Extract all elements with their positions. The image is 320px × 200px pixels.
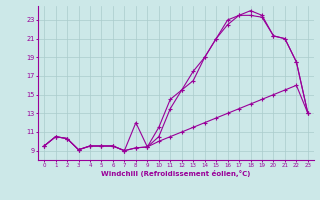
X-axis label: Windchill (Refroidissement éolien,°C): Windchill (Refroidissement éolien,°C) — [101, 170, 251, 177]
